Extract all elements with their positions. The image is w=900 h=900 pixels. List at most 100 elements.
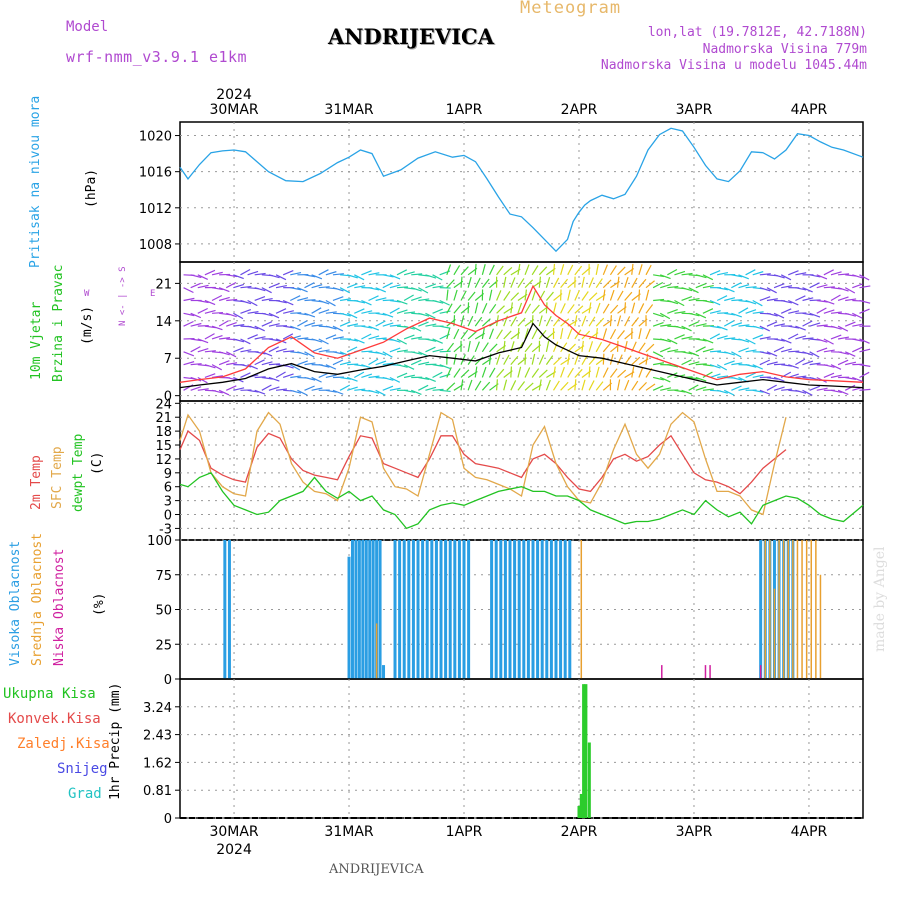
wind-barb <box>688 351 700 357</box>
temperature-y-tick-label: 3 <box>164 495 172 510</box>
wind-barb <box>404 311 416 314</box>
wind-barb <box>859 364 871 367</box>
wind-barb <box>724 287 735 293</box>
wind-barb <box>780 308 792 314</box>
wind-barb <box>268 386 280 391</box>
precip-frozen-label: Zaledj.Kisa <box>17 736 110 752</box>
wind-barb <box>453 328 460 340</box>
wind-barb <box>581 330 591 340</box>
wind-barb <box>339 298 352 302</box>
high-bar <box>411 540 415 679</box>
wind-barb <box>652 376 664 381</box>
wind-barb <box>190 322 202 327</box>
wind-barb <box>759 351 771 355</box>
wind-barb <box>346 376 358 382</box>
wind-barb <box>545 316 552 327</box>
precip-conv-label: Konvek.Kisa <box>8 711 101 727</box>
wind-barb <box>809 312 821 318</box>
temperature-y-tick-label: 0 <box>164 509 172 524</box>
wind-barb <box>738 338 750 343</box>
wind-barb <box>667 349 679 353</box>
wind-barb <box>439 350 451 353</box>
wind-barb <box>688 297 700 302</box>
wind-barb <box>190 346 201 353</box>
wind-barb <box>439 299 450 306</box>
wind-barb <box>361 270 372 276</box>
wind-barb <box>773 346 785 353</box>
wind-barb <box>403 364 415 370</box>
wind-barb <box>695 363 707 366</box>
temperature-y-tick-label: 24 <box>155 397 172 412</box>
wind-barb <box>183 320 194 327</box>
pressure-y-tick-label: 1016 <box>139 166 172 181</box>
footer-title: ANDRIJEVICA <box>329 862 424 877</box>
wind-barb <box>660 274 671 280</box>
wind-barb <box>766 376 778 380</box>
wind-barb <box>204 333 215 340</box>
wind-barb <box>517 341 524 353</box>
wind-barb <box>524 264 530 276</box>
wind-barb <box>574 315 578 327</box>
wind-barb <box>538 354 545 365</box>
date-tick-bottom: 2APR <box>561 824 598 840</box>
wind-barb <box>852 283 863 289</box>
wind-barb <box>816 284 828 289</box>
wind-barb <box>204 373 216 379</box>
wind-barb <box>304 385 315 391</box>
wind-barb <box>588 366 591 378</box>
wind-barb <box>759 296 771 302</box>
wind-barb <box>318 286 330 289</box>
wind-barb <box>844 384 856 391</box>
wind-barb <box>595 278 603 288</box>
wind-barb <box>574 329 582 340</box>
high-bar <box>568 540 572 679</box>
wind-barb <box>510 355 519 366</box>
wind-barb <box>211 287 223 291</box>
wind-barb <box>240 338 251 345</box>
wind-barb <box>731 282 742 289</box>
wind-barb <box>752 299 763 307</box>
wind-barb <box>275 284 287 289</box>
wind-barb <box>446 264 452 276</box>
wind-barb <box>233 283 245 289</box>
wind-barb <box>752 389 764 393</box>
wind-barb <box>588 302 592 314</box>
wind-barb <box>410 389 422 395</box>
high-bar <box>444 540 448 679</box>
wind-barb <box>247 270 259 276</box>
wind-barb <box>389 387 401 391</box>
wind-barb <box>695 282 707 289</box>
mid-bar <box>764 540 767 679</box>
wind-barb <box>538 276 542 288</box>
wind-barb <box>389 376 401 383</box>
wind-barb <box>361 350 373 353</box>
wind-barb <box>524 328 529 340</box>
wind-barb <box>517 302 523 314</box>
wind-barb <box>240 285 252 289</box>
wind-barb <box>481 328 485 340</box>
wind-barb <box>837 296 849 302</box>
wind-barb <box>795 287 807 291</box>
lonlat-label: lon,lat (19.7812E, 42.7188N) <box>647 25 867 40</box>
wind-barb <box>389 274 401 280</box>
high-bar <box>503 540 507 679</box>
wind-barb <box>574 265 583 276</box>
wind-barb <box>311 274 323 280</box>
wind-barb <box>567 367 574 378</box>
wind-barb <box>638 381 647 391</box>
wind-barb <box>773 283 785 289</box>
precip-snow-label: Snijeg <box>57 761 108 777</box>
wind-barb <box>297 287 308 293</box>
wind-barb <box>396 364 408 368</box>
wind-barb <box>809 282 820 289</box>
wind-barb <box>418 351 429 357</box>
wind-barb <box>624 379 630 391</box>
wind-barb <box>631 366 635 378</box>
wind-barb <box>368 335 380 340</box>
wind-barb <box>837 359 849 366</box>
wind-barb <box>716 325 728 331</box>
wind-barb <box>254 336 266 340</box>
wind-barb <box>602 289 606 301</box>
wind-barb <box>709 310 721 314</box>
wind-barb <box>411 273 423 276</box>
